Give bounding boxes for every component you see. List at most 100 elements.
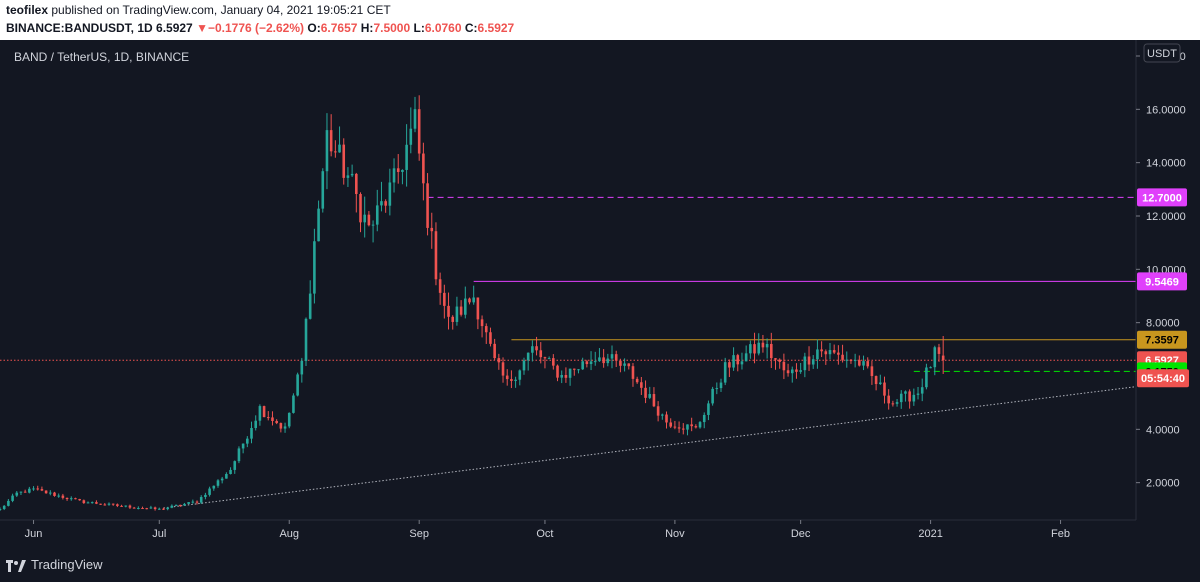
y-tick-label: 14.0000: [1146, 158, 1186, 170]
publish-line: teofilex published on TradingView.com, J…: [6, 3, 391, 17]
candle-body: [816, 349, 819, 360]
candle-body: [124, 505, 128, 507]
candle-body: [577, 369, 580, 371]
y-tick-label: 2.0000: [1146, 478, 1180, 490]
candle-body: [292, 395, 295, 413]
candle-body: [166, 507, 169, 510]
candle-body: [396, 168, 400, 172]
candle-body: [191, 501, 195, 503]
candle-body: [728, 362, 731, 368]
candle-body: [90, 502, 94, 504]
candle-body: [195, 501, 199, 503]
x-tick-label: Oct: [536, 528, 553, 540]
candle-body: [430, 227, 434, 232]
tradingview-logo-icon: [6, 559, 26, 572]
candle-body: [732, 355, 735, 368]
candle-body: [426, 183, 429, 228]
candle-body: [811, 359, 815, 365]
x-tick-label: Sep: [409, 528, 429, 540]
x-tick-label: Aug: [279, 528, 299, 540]
candle-body: [355, 173, 358, 194]
price-level-value: 12.7000: [1142, 192, 1182, 204]
candle-body: [32, 488, 35, 490]
candle-body: [153, 507, 157, 510]
candle-body: [216, 480, 220, 486]
tradingview-logo[interactable]: TradingView: [6, 557, 103, 573]
candle-body: [790, 369, 794, 374]
candle-body: [619, 360, 622, 366]
candle-body: [824, 351, 828, 355]
candle-body: [178, 504, 182, 506]
candle-body: [686, 424, 689, 430]
publisher-name[interactable]: teofilex: [6, 3, 49, 17]
candle-body: [313, 241, 316, 294]
candle-body: [627, 363, 631, 367]
candle-body: [677, 427, 681, 429]
candle-body: [908, 391, 911, 402]
candle-body: [61, 495, 65, 498]
candle-body: [241, 443, 245, 449]
candle-body: [531, 346, 534, 353]
candle-body: [866, 361, 870, 367]
price-chart[interactable]: 18.000016.000014.000012.000010.00008.000…: [0, 40, 1200, 548]
candle-body: [707, 403, 710, 415]
price-level-value: 7.3597: [1145, 335, 1179, 347]
candle-body: [74, 498, 77, 500]
candle-body: [401, 169, 404, 172]
low-label: L:: [413, 21, 425, 35]
candle-body: [308, 293, 312, 319]
candle-body: [598, 357, 601, 362]
candle-body: [350, 173, 354, 176]
candle-body: [237, 448, 241, 462]
candle-body: [602, 357, 605, 364]
candle-body: [799, 370, 802, 372]
change-value: −0.1776 (−2.62%): [207, 21, 305, 35]
candle-body: [593, 361, 597, 363]
candle-body: [652, 394, 656, 407]
candle-body: [145, 508, 149, 510]
candle-body: [849, 359, 853, 362]
candle-body: [526, 352, 530, 361]
candle-body: [388, 182, 392, 206]
close-label: C:: [464, 21, 478, 35]
candle-body: [837, 352, 840, 355]
candle-body: [878, 382, 882, 385]
candle-body: [845, 359, 849, 361]
time-axis[interactable]: Jun Jul Aug Sep Oct Nov Dec 2021 Feb: [25, 520, 1070, 540]
currency-box[interactable]: [1143, 43, 1181, 63]
candle-body: [409, 128, 413, 145]
chart-title: BAND / TetherUS, 1D, BINANCE: [14, 50, 189, 64]
candle-body: [325, 130, 329, 172]
candle-body: [669, 422, 673, 427]
candle-body: [11, 495, 14, 501]
candle-body: [2, 505, 6, 509]
candle-body: [321, 171, 325, 209]
candle-body: [7, 500, 10, 506]
candle-body: [711, 388, 714, 404]
x-tick-label: Feb: [1051, 528, 1070, 540]
candle-body: [832, 350, 836, 353]
candle-body: [447, 305, 450, 317]
candle-body: [841, 354, 844, 360]
candle-body: [132, 507, 136, 509]
candle-body: [631, 366, 635, 379]
candle-body: [698, 422, 702, 428]
price-level-tag: [1137, 272, 1187, 291]
candle-body: [778, 359, 781, 362]
price-levels-layer: [0, 196, 1136, 372]
candle-body: [795, 369, 798, 372]
candles-layer: [0, 95, 945, 512]
candle-body: [28, 488, 31, 493]
trendline-layer: [163, 386, 1137, 509]
y-tick-label: 12.0000: [1146, 211, 1186, 223]
candle-body: [380, 201, 383, 206]
candle-body: [518, 370, 522, 380]
open-label: O:: [307, 21, 321, 35]
candle-body: [233, 461, 237, 470]
candle-body: [451, 316, 455, 322]
candle-body: [614, 354, 618, 361]
candle-body: [57, 495, 60, 497]
candle-body: [719, 382, 723, 389]
candle-body: [271, 417, 274, 421]
candle-body: [736, 355, 740, 365]
